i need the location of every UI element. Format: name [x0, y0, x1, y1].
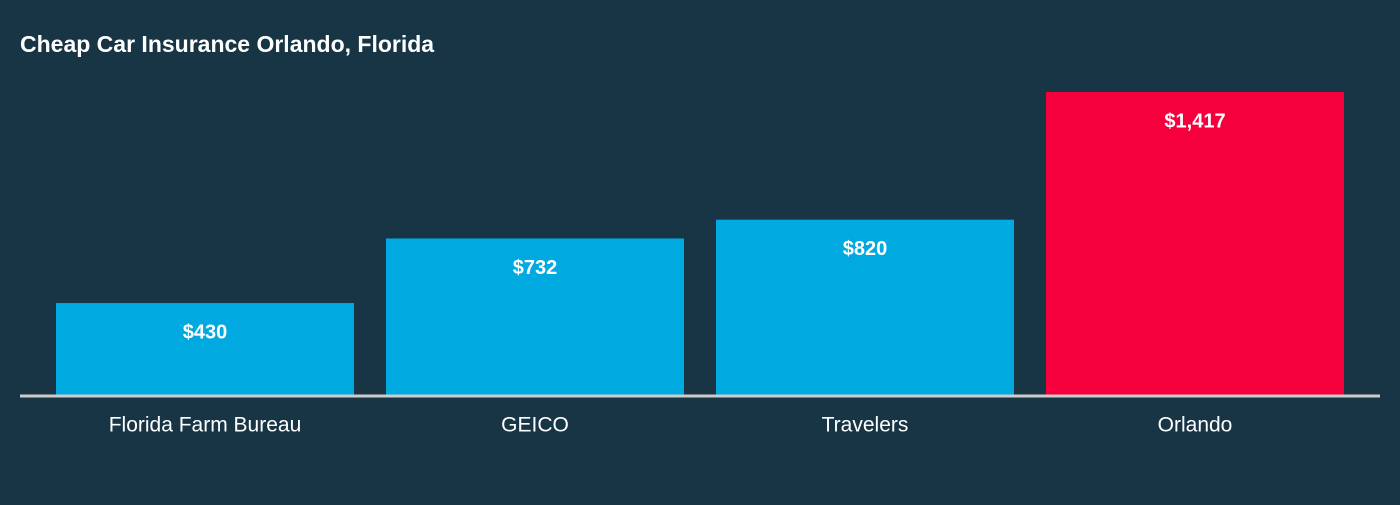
value-label: $732	[513, 257, 558, 279]
bar	[56, 303, 354, 395]
bar	[1046, 92, 1344, 395]
value-label: $1,417	[1164, 110, 1225, 132]
x-tick-label: GEICO	[501, 414, 569, 437]
chart-title: Cheap Car Insurance Orlando, Florida	[20, 31, 434, 57]
bar	[386, 238, 684, 395]
value-label: $820	[843, 238, 888, 260]
x-tick-label: Orlando	[1158, 414, 1233, 437]
bar	[716, 219, 1014, 395]
value-label: $430	[183, 321, 228, 343]
x-tick-label: Travelers	[822, 414, 909, 437]
x-tick-label: Florida Farm Bureau	[109, 414, 302, 437]
